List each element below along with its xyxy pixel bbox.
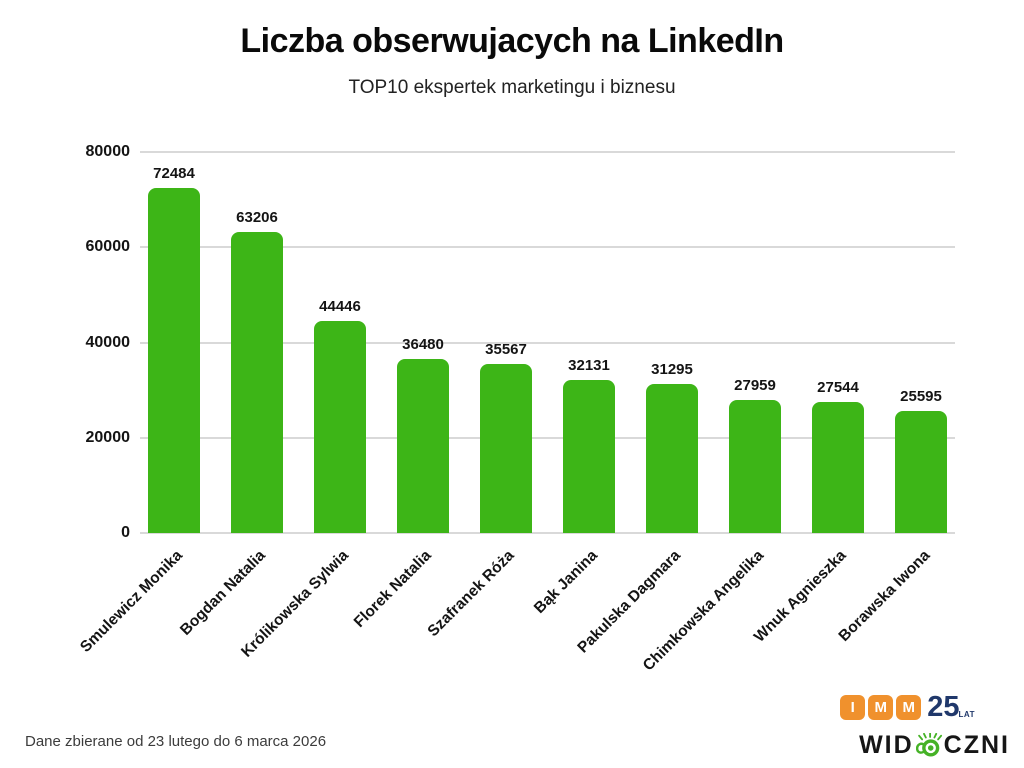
x-axis-category-label: Borawska Iwona	[835, 547, 934, 645]
bar-value-label: 44446	[319, 298, 361, 315]
bar-slot: 25595 Borawska Iwona	[835, 388, 947, 645]
bar-slot: 27959 Chimkowska Angelika	[640, 377, 781, 674]
gridline	[140, 436, 955, 439]
bar-slot: 44446 Królikowska Sylwia	[238, 298, 366, 661]
bar-value-label: 27544	[817, 379, 859, 396]
bar	[231, 232, 283, 533]
bar-value-label: 35567	[485, 341, 527, 358]
bar-slot: 72484 Smulewicz Monika	[77, 165, 200, 656]
gridline	[140, 532, 955, 534]
imm-years: 25	[927, 691, 960, 723]
bar-slot: 35567 Szafranek Róża	[425, 341, 532, 640]
bar	[646, 384, 698, 533]
y-axis-tick-label: 40000	[85, 333, 131, 351]
y-axis-tick-label: 60000	[85, 238, 131, 256]
y-axis-tick-label: 80000	[85, 143, 131, 160]
y-axis-tick-label: 0	[121, 524, 130, 541]
bar-value-label: 36480	[402, 336, 444, 353]
bar-slot: 63206 Bogdan Natalia	[177, 209, 283, 639]
snail-icon	[915, 733, 943, 758]
bar-value-label: 27959	[734, 377, 776, 394]
bar	[480, 364, 532, 533]
widoczni-suffix: CZNI	[943, 731, 1010, 759]
gridline	[140, 341, 955, 344]
imm-logo: I M M 25 LAT	[840, 691, 975, 723]
bar-slot: 32131 Bąk Janina	[531, 357, 615, 617]
bar-series: 72484 Smulewicz Monika 63206 Bogdan Natalia…	[77, 152, 955, 674]
bar	[812, 402, 864, 533]
bar-value-label: 32131	[568, 357, 610, 374]
bar-slot: 27544 Wnuk Agnieszka	[751, 379, 864, 646]
bar-value-label: 31295	[651, 361, 693, 378]
bar-slot: 36480 Florek Natalia	[351, 336, 449, 631]
x-axis-category-label: Smulewicz Monika	[77, 547, 187, 656]
chart-header: Liczba obserwujacych na LinkedIn TOP10 e…	[0, 22, 1024, 99]
y-axis-tick-label: 20000	[85, 428, 131, 446]
plot-area	[140, 151, 955, 534]
bar-value-label: 25595	[900, 388, 942, 405]
imm-letter-box: M	[868, 694, 894, 720]
widoczni-logo: WID CZNI	[859, 731, 1010, 760]
bar	[563, 380, 615, 533]
bar-slot: 31295 Pakulska Dagmara	[575, 361, 698, 657]
gridline	[140, 151, 955, 153]
bar	[729, 400, 781, 533]
x-axis-category-label: Bąk Janina	[531, 547, 602, 617]
chart-subtitle: TOP10 ekspertek marketingu i biznesu	[348, 77, 676, 98]
x-axis-category-label: Bogdan Natalia	[177, 547, 270, 639]
bar-value-label: 63206	[236, 209, 278, 226]
bar	[148, 188, 200, 533]
imm-letter-box: I	[840, 694, 866, 720]
bar-value-label: 72484	[153, 165, 195, 182]
gridline	[140, 246, 955, 249]
chart-title: Liczba obserwujacych na LinkedIn	[240, 22, 784, 60]
bar	[895, 411, 947, 533]
imm-years-unit: LAT	[958, 710, 975, 719]
y-axis: 0 20000 40000 60000 80000	[0, 143, 131, 541]
widoczni-prefix: WID	[859, 731, 914, 759]
bar	[314, 321, 366, 533]
imm-letter-box: M	[896, 694, 922, 720]
x-axis-category-label: Florek Natalia	[351, 547, 436, 631]
data-collection-note: Dane zbierane od 23 lutego do 6 marca 20…	[25, 733, 327, 750]
bar	[397, 359, 449, 533]
imm-25-lat-badge: 25 LAT	[927, 691, 975, 723]
x-axis-category-label: Szafranek Róża	[424, 547, 519, 641]
